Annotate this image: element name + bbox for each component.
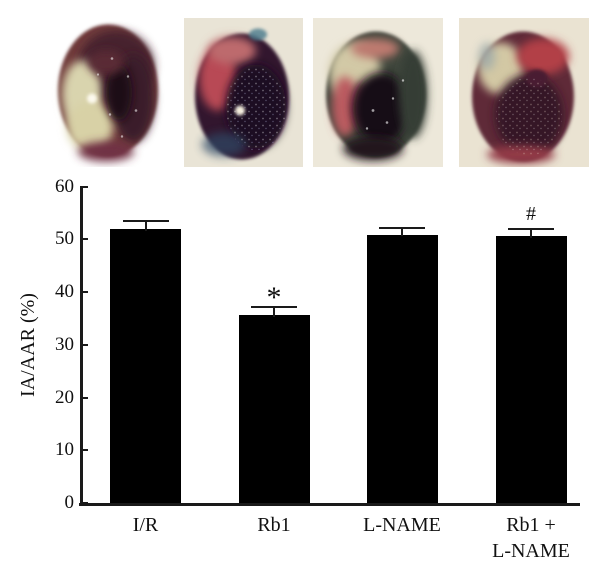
heart-section-image-4 (472, 31, 574, 164)
y-tick (81, 238, 88, 241)
y-tick (81, 449, 88, 452)
heart-section-photo-1 (40, 18, 165, 167)
error-bar-stem (273, 306, 275, 317)
x-category-label: I/R (132, 514, 159, 536)
error-bar-cap (379, 226, 425, 229)
heart-section-image-1 (58, 24, 158, 162)
significance-marker: * (266, 280, 282, 314)
y-tick-label: 40 (55, 281, 74, 302)
x-category-label: L-NAME (363, 514, 441, 536)
x-category-label: Rb1 + (506, 514, 556, 536)
heart-section-image-2 (195, 28, 289, 160)
error-bar-stem (530, 228, 532, 239)
heart-section-photo-2 (184, 18, 303, 167)
error-bar-stem (144, 220, 147, 231)
y-tick (81, 185, 88, 188)
y-tick (81, 396, 88, 399)
heart-section-photo-3 (313, 18, 443, 167)
y-tick (81, 343, 88, 346)
bar (366, 234, 438, 503)
x-category-label: Rb1 (257, 514, 291, 536)
x-category-label: L-NAME (492, 540, 570, 562)
bar (495, 236, 567, 503)
error-bar-cap (508, 227, 554, 230)
y-tick (81, 291, 88, 293)
bar (238, 314, 310, 503)
y-tick-label: 50 (55, 228, 74, 250)
y-tick-label: 60 (55, 175, 74, 197)
y-tick (81, 502, 88, 504)
significance-marker: # (526, 202, 536, 225)
y-tick-label: 30 (55, 333, 74, 355)
heart-section-photo-4 (459, 18, 589, 167)
x-axis (79, 503, 580, 506)
error-bar-cap (251, 305, 297, 308)
heart-section-image-3 (326, 31, 427, 161)
error-bar-stem (401, 227, 403, 237)
y-tick-label: 20 (55, 386, 74, 408)
error-bar-cap (122, 219, 169, 222)
y-tick-label: 10 (55, 439, 74, 461)
y-tick-label: 0 (64, 492, 75, 513)
bar (110, 228, 181, 503)
